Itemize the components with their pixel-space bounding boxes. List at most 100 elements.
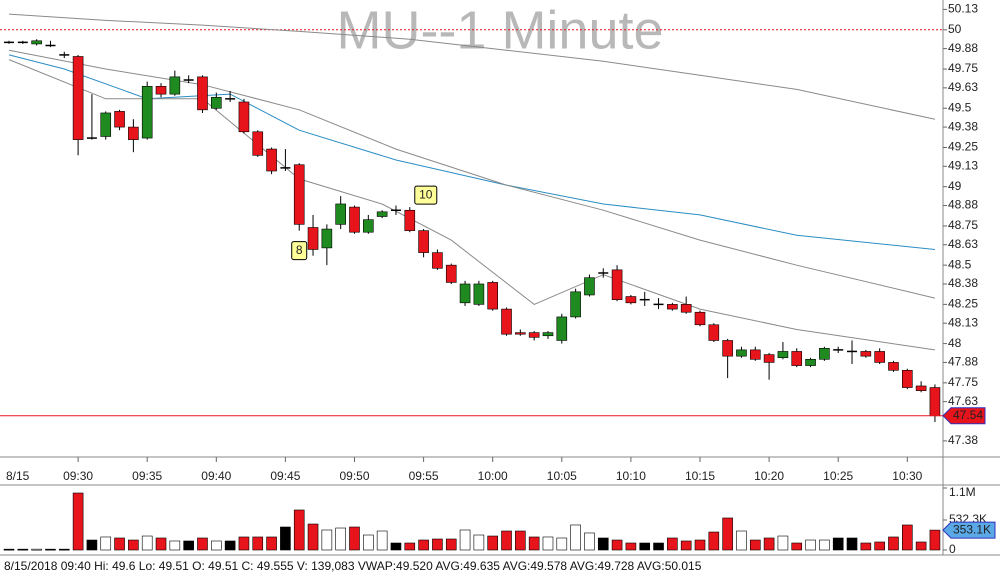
y-tick-label: 49.75 — [948, 61, 978, 75]
x-tick-label: 09:35 — [132, 469, 162, 483]
y-tick-label: 50 — [948, 22, 962, 36]
volume-bar — [3, 548, 15, 551]
y-tick-label: 48.75 — [948, 218, 978, 232]
volume-bar — [58, 548, 70, 551]
average-line — [8, 54, 935, 250]
volume-bar — [224, 540, 236, 551]
candle-body — [556, 316, 568, 341]
candle-body — [114, 111, 125, 128]
volume-bar — [45, 548, 56, 551]
volume-bar — [487, 535, 499, 551]
candle-body — [625, 296, 637, 304]
y-tick-label: 49.38 — [948, 119, 978, 133]
volume-bar — [17, 548, 29, 551]
x-tick-label: 10:20 — [754, 469, 784, 483]
last-volume-tag — [942, 521, 996, 539]
candle-body — [888, 362, 899, 371]
last-price-label: 47.54 — [953, 408, 983, 422]
volume-bar — [86, 539, 98, 551]
candle-body — [321, 228, 333, 249]
candle-body — [363, 219, 374, 233]
volume-bar — [611, 539, 623, 551]
candle-body — [376, 211, 388, 217]
volume-bar — [846, 537, 858, 551]
candle-body — [307, 227, 319, 250]
volume-bar — [307, 523, 319, 551]
y-tick-label: 48 — [948, 336, 962, 350]
candle-body — [584, 277, 595, 296]
candle-body — [860, 351, 872, 357]
volume-bar — [390, 542, 402, 551]
y-tick-label: 48.13 — [948, 315, 978, 329]
volume-bar — [791, 542, 803, 551]
volume-tick-label: 1.1M — [949, 485, 976, 499]
candle-body — [141, 85, 153, 139]
volume-bar — [100, 536, 112, 551]
candle-body — [169, 76, 181, 95]
y-tick-label: 49.25 — [948, 140, 978, 154]
candle-body — [238, 101, 250, 133]
volume-bar — [542, 536, 554, 551]
average-line — [8, 49, 936, 299]
candle-body — [418, 230, 429, 253]
volume-bar — [874, 541, 885, 551]
volume-bar — [819, 539, 830, 551]
volume-bar — [335, 527, 346, 551]
x-tick-label: 09:40 — [201, 469, 231, 483]
candle-body — [680, 304, 692, 313]
volume-bar — [749, 539, 761, 551]
y-tick-label: 48.25 — [948, 297, 978, 311]
volume-bar — [860, 542, 872, 551]
y-tick-label: 47.75 — [948, 375, 978, 389]
volume-bar — [376, 530, 388, 551]
x-tick-label: 09:30 — [63, 469, 93, 483]
x-tick-label: 10:15 — [685, 469, 715, 483]
x-tick-label: 10:00 — [478, 469, 508, 483]
candle-body — [128, 126, 139, 140]
y-tick-label: 49.5 — [948, 100, 972, 114]
volume-bar — [252, 536, 264, 551]
volume-bar — [722, 517, 733, 551]
volume-bar — [901, 524, 913, 551]
volume-bar — [515, 530, 526, 551]
candle-body — [542, 332, 554, 337]
volume-bar — [459, 529, 471, 551]
candle-body — [432, 252, 443, 269]
y-tick-label: 48.88 — [948, 198, 978, 212]
average-line — [8, 13, 936, 120]
y-tick-label: 49.63 — [948, 80, 978, 94]
candle-body — [791, 351, 803, 366]
volume-bar — [929, 529, 941, 551]
volume-bar — [280, 526, 291, 551]
volume-bar — [293, 509, 305, 551]
volume-bar — [556, 537, 568, 551]
candle-body — [611, 269, 623, 300]
annotation-label: 10 — [419, 187, 433, 201]
volume-bar — [570, 524, 581, 551]
volume-bar — [501, 530, 512, 551]
volume-bar — [597, 537, 609, 551]
candle-body — [667, 304, 678, 310]
candle-body — [501, 308, 512, 335]
candle-body — [777, 351, 789, 359]
volume-bar — [211, 540, 222, 551]
volume-bar — [584, 532, 595, 551]
volume-bar — [141, 535, 153, 551]
candle-body — [335, 203, 346, 225]
x-tick-label: 10:25 — [823, 469, 853, 483]
y-tick-label: 49 — [948, 179, 962, 193]
volume-bar — [155, 537, 167, 551]
volume-bar — [349, 526, 360, 551]
y-tick-label: 48.63 — [948, 237, 978, 251]
candle-body — [929, 387, 941, 417]
candle-body — [31, 40, 42, 45]
date-label: 8/15 — [6, 469, 30, 483]
volume-bar — [72, 492, 84, 551]
x-tick-label: 10:05 — [547, 469, 577, 483]
candle-body — [901, 369, 913, 388]
y-tick-label: 47.63 — [948, 394, 978, 408]
x-tick-label: 09:55 — [409, 469, 439, 483]
volume-bar — [528, 536, 540, 551]
y-tick-label: 47.38 — [948, 433, 978, 447]
candle-body — [805, 358, 816, 366]
